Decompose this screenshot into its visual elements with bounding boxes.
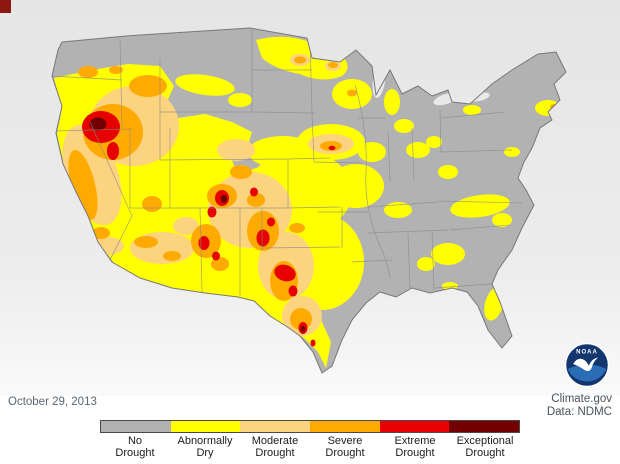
legend-swatch-abnormally-dry: [170, 421, 241, 432]
map-canvas: NOAA: [0, 0, 620, 396]
us-drought-map-svg: [51, 27, 567, 374]
climate-gov-credit: Climate.gov: [551, 393, 612, 405]
drought-layer-exceptional: [89, 117, 306, 332]
legend-color-bar: [100, 420, 520, 433]
legend-label-moderate-drought: Moderate Drought: [251, 435, 299, 459]
legend-swatch-no-drought: [101, 421, 171, 432]
legend-label-abnormally-dry: Abnormally Dry: [177, 435, 233, 459]
noaa-logo-svg: NOAA: [564, 342, 610, 388]
map-date: October 29, 2013: [8, 396, 97, 408]
us-outline: [51, 27, 567, 374]
attribution: Climate.gov Data: NDMC: [547, 393, 612, 419]
state-borders: [52, 30, 523, 296]
legend-label-no-drought: No Drought: [115, 435, 155, 459]
legend-swatch-extreme-drought: [379, 421, 450, 432]
noaa-logo: NOAA: [564, 342, 610, 388]
legend-swatch-exceptional-drought: [449, 421, 520, 432]
legend-label-severe-drought: Severe Drought: [325, 435, 365, 459]
legend-swatch-moderate-drought: [240, 421, 311, 432]
data-source-credit: Data: NDMC: [546, 406, 612, 418]
legend-labels: No Drought Abnormally Dry Moderate Drought …: [100, 433, 520, 459]
legend-label-exceptional-drought: Exceptional Drought: [456, 435, 514, 459]
legend-swatch-severe-drought: [310, 421, 380, 432]
legend-label-extreme-drought: Extreme Drought: [394, 435, 436, 459]
drought-legend: No Drought Abnormally Dry Moderate Drought …: [100, 420, 520, 459]
noaa-lower-blue: [567, 364, 607, 382]
noaa-seagull-icon: [573, 357, 598, 371]
noaa-wordmark: NOAA: [576, 350, 598, 356]
corner-mark: [0, 0, 11, 13]
